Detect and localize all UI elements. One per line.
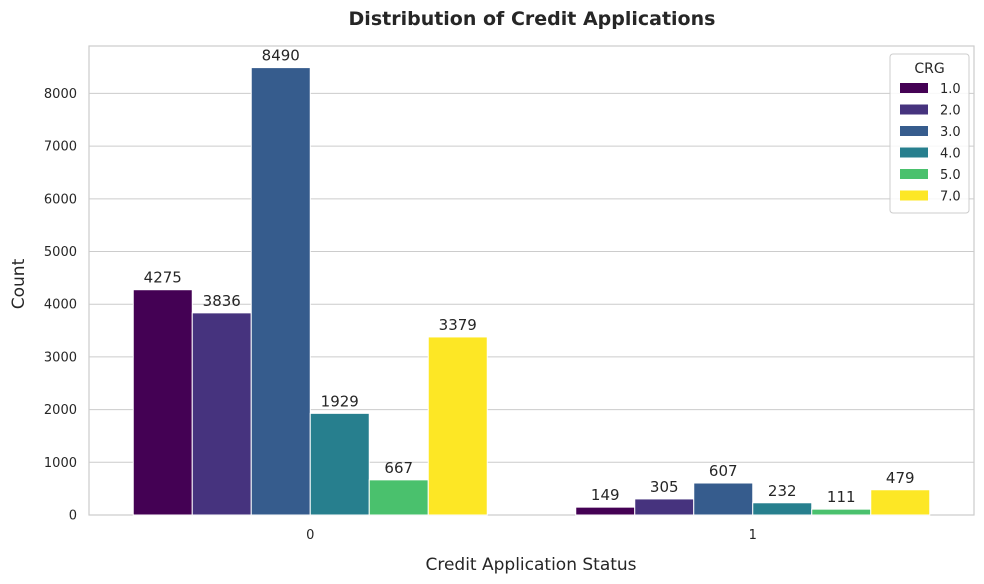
legend-entry-label: 1.0 <box>940 82 961 97</box>
legend-swatch <box>900 169 928 179</box>
bar <box>309 412 370 516</box>
legend-entry-label: 7.0 <box>940 190 961 205</box>
bar-data-label: 232 <box>768 482 797 500</box>
y-tick-label: 0 <box>69 509 77 524</box>
bar-data-label: 667 <box>384 459 413 477</box>
chart-title: Distribution of Credit Applications <box>349 8 716 30</box>
legend: CRG 1.0 2.0 3.0 4.0 5.0 7.0 <box>889 53 970 214</box>
bar <box>191 312 252 516</box>
y-tick-label: 8000 <box>44 87 77 102</box>
legend-swatch <box>900 83 928 93</box>
bar <box>132 289 193 516</box>
legend-entry-label: 2.0 <box>940 104 961 119</box>
legend-swatch <box>900 147 928 158</box>
bar-data-label: 305 <box>650 478 679 496</box>
legend-entry-label: 3.0 <box>940 125 961 140</box>
y-axis-label: Count <box>9 258 29 309</box>
x-tick-label: 1 <box>749 528 757 543</box>
legend-swatch <box>900 104 928 115</box>
bar <box>368 479 429 516</box>
bar-data-label: 479 <box>886 469 915 487</box>
bar-data-label: 607 <box>709 462 738 480</box>
x-axis-label: Credit Application Status <box>425 555 636 575</box>
bar <box>634 498 695 516</box>
legend-swatch <box>900 190 928 201</box>
bar <box>693 482 754 516</box>
bar-data-label: 3379 <box>439 316 477 334</box>
legend-swatch <box>900 126 928 136</box>
bar-data-label: 3836 <box>203 292 241 310</box>
y-tick-label: 5000 <box>44 245 77 260</box>
bars <box>132 67 931 516</box>
bar <box>870 489 931 516</box>
y-tick-label: 1000 <box>44 456 77 471</box>
bar <box>752 502 813 516</box>
bar-data-label: 1929 <box>321 392 359 410</box>
legend-entry-label: 5.0 <box>940 168 961 183</box>
y-tick-label: 2000 <box>44 403 77 418</box>
y-tick-label: 7000 <box>44 140 77 155</box>
bar <box>811 508 872 516</box>
legend-title: CRG <box>914 61 944 77</box>
bar-data-label: 149 <box>591 486 620 504</box>
bar <box>575 506 636 516</box>
legend-entry-label: 4.0 <box>940 147 961 162</box>
bar <box>250 67 311 516</box>
y-tick-labels: 0 1000 2000 3000 4000 5000 6000 7000 8000 <box>44 87 77 524</box>
x-tick-label: 0 <box>306 528 314 543</box>
y-tick-label: 4000 <box>44 298 77 313</box>
bar-data-label: 8490 <box>262 47 300 65</box>
y-tick-label: 3000 <box>44 350 77 365</box>
y-tick-label: 6000 <box>44 192 77 207</box>
bar-data-label: 4275 <box>144 269 182 287</box>
bar <box>427 336 488 516</box>
data-labels: 4275 3836 8490 1929 667 3379 149 305 607 232 111 47… <box>144 47 915 507</box>
bar-data-label: 111 <box>827 488 856 506</box>
